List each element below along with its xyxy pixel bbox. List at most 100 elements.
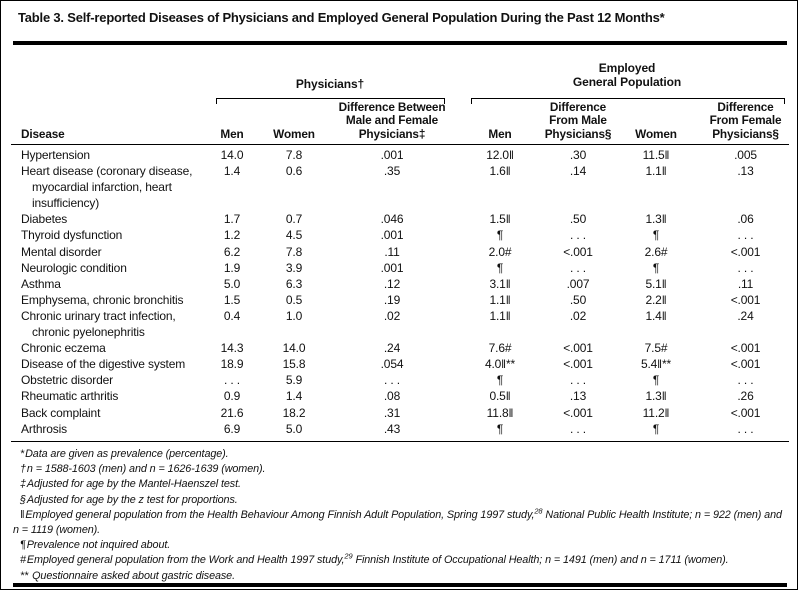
value-cell: 1.1‖ [645,164,667,179]
value-cell: .19 [383,292,401,307]
column-header-difference-from-male: Difference From Male Physicians§ [544,99,612,141]
table-row: Rheumatic arthritis 0.9 1.4 .08 0.5‖ .13 1.3‖.… [11,388,789,404]
value-cell: 18.9 [220,357,244,372]
footnote: †n = 1588-1603 (men) and n = 1626-1639 (… [20,463,266,476]
value-cell: 5.9 [285,373,303,388]
value-cell: 3.9 [285,260,303,275]
value-cell: .13 [569,389,587,404]
value-cell: 1.3‖ [645,389,667,404]
footnote: #Employed general population from the Wo… [20,551,729,567]
value-cell: 5.0 [285,421,303,436]
value-cell: .30 [569,148,587,162]
value-cell: 6.3 [285,276,303,291]
value-cell: 1.4‖ [645,308,667,323]
value-cell: 1.1‖ [489,292,511,307]
value-cell: 5.1‖ [645,276,667,291]
footnote-marker: ** [20,569,29,582]
disease-cell: Chronic eczema [21,341,106,356]
value-cell: ¶ [496,228,504,243]
footnotes: *Data are given as prevalence (percentag… [13,447,789,584]
value-cell: 1.4 [223,164,241,179]
table-row: Back complaint 21.6 18.2 .31 11.8‖ <.001 11.2‖… [11,405,789,421]
table-row: Thyroid dysfunction 1.2 4.5 .001 ¶ . . . ¶ . . … [11,227,789,243]
value-cell: 0.6 [285,164,303,179]
value-cell: .11 [737,276,754,291]
value-cell: .001 [380,148,404,162]
bracket-physicians [216,98,445,104]
value-cell: ¶ [496,421,504,436]
footnote: *Data are given as prevalence (percentag… [20,448,229,460]
value-cell: 1.5‖ [489,212,511,227]
value-cell: .26 [737,389,754,404]
value-cell: 4.0‖** [484,357,516,372]
table-row: Emphysema, chronic bronchitis 1.5 0.5 .19 1.… [11,292,789,308]
value-cell: .31 [383,405,401,420]
table-row: Hypertension 14.0 7.8 .001 12.0‖ .30 11.5‖ .005 [11,147,789,163]
footnote-marker: § [20,493,26,506]
value-cell: .43 [383,421,401,436]
value-cell: . . . [570,373,586,388]
table-row: Mental disorder 6.2 7.8 .11 2.0# <.001 2.6# <.0… [11,244,789,260]
group-header-physicians: Physicians† [295,77,365,91]
value-cell: . . . [384,373,400,388]
value-cell: .001 [380,228,404,243]
value-cell: 1.7 [223,212,241,227]
value-cell: 1.5 [223,292,241,307]
value-cell: 0.4 [223,308,241,323]
footnote: ** Questionnaire asked about gastric dis… [20,569,235,582]
value-cell: 2.0# [488,244,512,259]
value-cell: . . . [570,228,586,243]
footnote: §Adjusted for age by the z test for prop… [20,493,238,506]
value-cell: ¶ [652,260,660,275]
value-cell: .02 [383,308,401,323]
value-cell: 2.6# [644,244,668,259]
disease-cell: Asthma [21,276,61,291]
table-row: Arthrosis 6.9 5.0 .43 ¶ . . . ¶ . . . [11,421,789,437]
value-cell: 14.3 [220,341,244,356]
value-cell: 15.8 [282,357,306,372]
value-cell: . . . [570,260,586,275]
value-cell: .005 [734,148,757,162]
value-cell: 1.1‖ [489,308,511,323]
value-cell: .054 [380,357,404,372]
value-cell: 3.1‖ [489,276,511,291]
disease-cell: Hypertension [21,148,90,162]
value-cell: 7.5# [644,341,668,356]
table-row: Asthma 5.0 6.3 .12 3.1‖ .007 5.1‖ .11 [11,276,789,292]
value-cell: .007 [566,276,590,291]
value-cell: .24 [383,341,401,356]
value-cell: . . . [737,421,754,436]
column-header-population-men: Men [488,126,512,141]
disease-cell: Neurologic condition [21,260,127,275]
value-cell: 1.2 [223,228,241,243]
disease-cell: Mental disorder [21,244,102,259]
table-row: Disease of the digestive system 18.9 15.8.… [11,356,789,372]
table-row: Neurologic condition 1.9 3.9 .001 ¶ . . . ¶ . .… [11,260,789,276]
disease-cell: Obstetric disorder [21,373,113,388]
value-cell: . . . [737,228,754,243]
table-row: Chronic urinary tract infection, chronic… [11,308,789,340]
data-table: Hypertension 14.0 7.8 .001 12.0‖ .30 11.5‖ .005… [11,147,789,437]
value-cell: ¶ [496,373,504,388]
footnote-marker: ¶ [20,539,26,552]
value-cell: 6.9 [223,421,241,436]
footnote-marker: # [20,554,26,567]
value-cell: 0.5‖ [489,389,511,404]
value-cell: 1.4 [285,389,303,404]
value-cell: .046 [380,212,404,227]
table-row: Obstetric disorder . . . 5.9 . . . ¶ . . . ¶ . … [11,372,789,388]
disease-cell: Thyroid dysfunction [21,228,123,243]
footnote-marker: ‡ [20,478,26,491]
value-cell: .50 [569,292,587,307]
footnote-marker: * [20,448,25,460]
value-cell: <.001 [730,292,761,307]
value-cell: . . . [570,421,586,436]
value-cell: 5.4‖** [640,357,672,372]
footnote-marker: ‖ [20,508,25,521]
value-cell: .14 [569,164,587,179]
value-cell: 5.0 [223,276,241,291]
value-cell: .24 [737,308,754,323]
value-cell: .12 [383,276,401,291]
value-cell: 0.7 [285,212,303,227]
